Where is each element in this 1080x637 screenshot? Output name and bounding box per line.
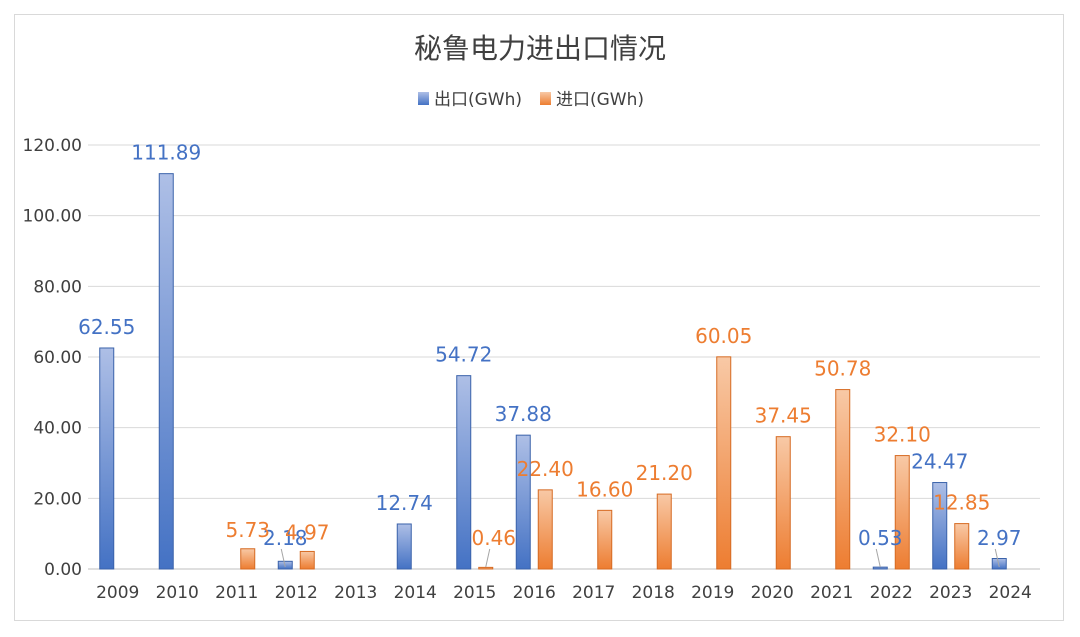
x-tick-label: 2013 xyxy=(334,583,377,603)
data-label-import: 4.97 xyxy=(285,520,330,544)
x-tick-label: 2012 xyxy=(275,583,318,603)
y-tick-label: 120.00 xyxy=(23,136,82,156)
x-tick-label: 2024 xyxy=(989,583,1032,603)
bar-export xyxy=(991,558,1007,570)
legend-swatch-import xyxy=(540,92,551,105)
data-label-export: 2.97 xyxy=(977,526,1022,550)
bar-import xyxy=(299,550,315,570)
leader-line xyxy=(485,548,491,568)
bar-import xyxy=(716,356,732,570)
data-label-export: 37.88 xyxy=(495,402,552,426)
legend-label-export: 出口(GWh) xyxy=(434,90,522,110)
legend-swatch-export xyxy=(418,92,429,105)
data-label-export: 2.18 xyxy=(263,526,308,550)
data-label-export: 12.74 xyxy=(376,491,433,515)
bar-import xyxy=(478,566,494,570)
legend-label-import: 进口(GWh) xyxy=(556,90,644,110)
data-label-export: 0.53 xyxy=(858,526,903,550)
leader-line xyxy=(280,548,286,568)
bar-import xyxy=(597,509,613,570)
data-labels: 62.55 111.89 2.18 12.74 54.72 37.88 0.53 24.47 2… xyxy=(78,141,1022,568)
bar-export xyxy=(515,434,531,570)
data-label-import: 60.05 xyxy=(695,324,752,348)
x-tick-label: 2014 xyxy=(394,583,437,603)
data-label-export: 54.72 xyxy=(435,343,492,367)
x-tick-label: 2022 xyxy=(870,583,913,603)
chart-title: 秘鲁电力进出口情况 xyxy=(414,32,666,65)
data-label-import: 21.20 xyxy=(636,461,693,485)
x-tick-label: 2015 xyxy=(453,583,496,603)
bar-import xyxy=(775,436,791,570)
x-tick-label: 2009 xyxy=(96,583,139,603)
x-tick-label: 2021 xyxy=(810,583,853,603)
bar-import xyxy=(656,493,672,570)
data-label-import: 32.10 xyxy=(874,423,931,447)
bar-export xyxy=(396,523,412,570)
leader-line xyxy=(994,548,1000,568)
legend: 出口(GWh) 进口(GWh) xyxy=(418,90,644,110)
leader-line xyxy=(875,548,881,568)
y-tick-label: 0.00 xyxy=(44,560,82,580)
data-label-export: 111.89 xyxy=(131,141,201,165)
y-tick-label: 40.00 xyxy=(33,419,82,439)
bar-import xyxy=(835,389,851,570)
data-label-import: 0.46 xyxy=(471,526,516,550)
bar-import xyxy=(894,455,910,570)
data-label-export: 62.55 xyxy=(78,315,135,339)
y-axis: 0.00 20.00 40.00 60.00 80.00 100.00 120.00 xyxy=(23,136,82,580)
y-tick-label: 100.00 xyxy=(23,207,82,227)
x-tick-label: 2019 xyxy=(691,583,734,603)
data-label-import: 22.40 xyxy=(517,457,574,481)
bars xyxy=(99,173,1007,570)
bar-import xyxy=(537,489,553,570)
x-tick-label: 2020 xyxy=(751,583,794,603)
x-tick-label: 2017 xyxy=(572,583,615,603)
data-label-import: 12.85 xyxy=(933,491,990,515)
bar-export xyxy=(872,566,888,570)
bar-export xyxy=(158,173,174,570)
x-tick-label: 2018 xyxy=(632,583,675,603)
bar-export xyxy=(99,347,115,570)
data-label-export: 24.47 xyxy=(911,450,968,474)
data-label-import: 50.78 xyxy=(814,357,871,381)
bar-export xyxy=(456,375,472,570)
x-tick-label: 2023 xyxy=(929,583,972,603)
bar-import xyxy=(240,548,256,570)
bar-export xyxy=(932,482,948,570)
data-label-import: 5.73 xyxy=(225,518,270,542)
x-tick-label: 2010 xyxy=(156,583,199,603)
y-tick-label: 80.00 xyxy=(33,277,82,297)
x-tick-label: 2016 xyxy=(513,583,556,603)
data-label-import: 16.60 xyxy=(576,477,633,501)
y-tick-label: 60.00 xyxy=(33,348,82,368)
bar-import xyxy=(954,523,970,570)
x-tick-label: 2011 xyxy=(215,583,258,603)
data-label-import: 37.45 xyxy=(755,404,812,428)
y-tick-label: 20.00 xyxy=(33,489,82,509)
x-axis: 2009 2010 2011 2012 2013 2014 2015 2016 2017 2018… xyxy=(96,583,1032,603)
